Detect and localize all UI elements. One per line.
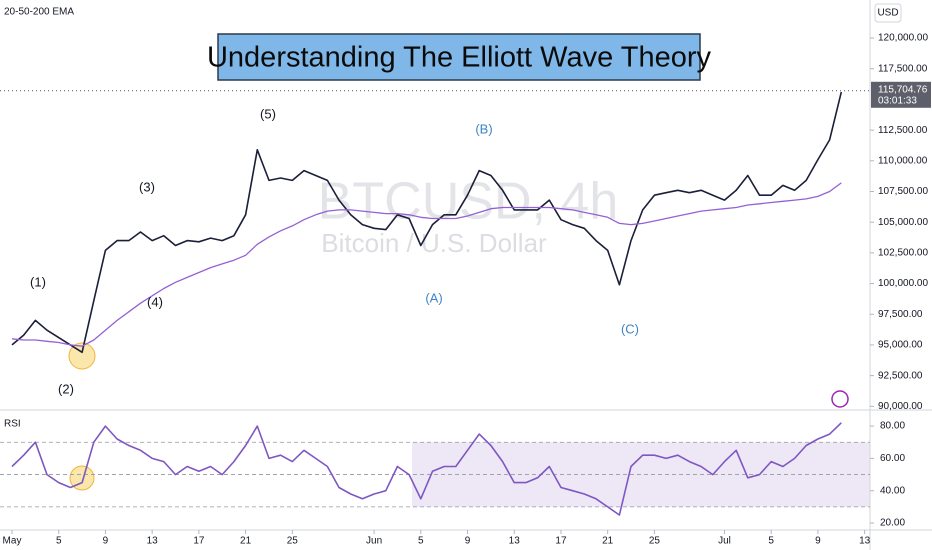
y-tick-label: 105,000.00	[878, 217, 928, 228]
y-tick-label: 95,000.00	[878, 340, 923, 351]
x-tick-label: 17	[193, 536, 205, 547]
x-tick-label: 5	[56, 536, 62, 547]
watermark-subtitle: Bitcoin / U.S. Dollar	[321, 228, 547, 258]
highlight	[69, 465, 95, 491]
wave-label: (2)	[58, 381, 74, 396]
y-tick-label: 97,500.00	[878, 309, 923, 320]
last-price-box	[871, 81, 931, 108]
x-tick-label: 13	[509, 536, 521, 547]
y-tick-label: 92,500.00	[878, 370, 923, 381]
x-tick-label: 9	[103, 536, 109, 547]
x-tick-label: 17	[555, 536, 567, 547]
y-tick-label: 107,500.00	[878, 186, 928, 197]
y-tick-label: 20.00	[880, 518, 905, 529]
wave-label: (B)	[475, 121, 492, 136]
rsi-label: RSI	[4, 419, 21, 430]
last-price-label: 115,704.76	[878, 84, 928, 95]
wave-label: (5)	[260, 106, 276, 121]
currency: USD	[877, 8, 898, 19]
y-tick-label: 40.00	[880, 485, 905, 496]
y-tick-label: 102,500.00	[878, 248, 928, 259]
chart-title: Understanding The Elliott Wave Theory	[207, 42, 712, 74]
x-tick-label: 13	[859, 536, 871, 547]
y-tick-label: 120,000.00	[878, 33, 928, 44]
y-tick-label: 90,000.00	[878, 401, 923, 412]
wave-label: (4)	[147, 294, 163, 309]
x-tick-label: May	[3, 536, 22, 547]
wave-label: (3)	[139, 179, 155, 194]
title-box	[217, 33, 701, 81]
x-tick-label: 21	[602, 536, 614, 547]
logo	[831, 390, 849, 408]
x-tick-label: Jun	[366, 536, 382, 547]
y-tick-label: 110,000.00	[878, 155, 928, 166]
watermark: BTCUSD, 4h	[318, 173, 619, 231]
x-tick-label: 21	[240, 536, 252, 547]
x-tick-label: Jul	[718, 536, 731, 547]
highlight	[68, 342, 96, 370]
y-tick-label: 80.00	[880, 421, 905, 432]
indicator-label: 20-50-200 EMA	[4, 7, 74, 18]
countdown: 03:01:33	[878, 95, 917, 106]
x-tick-label: 25	[287, 536, 299, 547]
wave-label: (C)	[621, 321, 639, 336]
wave-label: (1)	[30, 274, 46, 289]
wave-label: (A)	[425, 290, 442, 305]
series-line	[11, 422, 842, 516]
y-tick-label: 60.00	[880, 453, 905, 464]
x-tick-label: 9	[465, 536, 471, 547]
x-tick-label: 5	[768, 536, 774, 547]
x-tick-label: 25	[649, 536, 661, 547]
x-tick-label: 9	[815, 536, 821, 547]
y-tick-label: 100,000.00	[878, 278, 928, 289]
x-tick-label: 13	[147, 536, 159, 547]
y-tick-label: 112,500.00	[878, 125, 928, 136]
y-tick-label: 117,500.00	[878, 63, 928, 74]
currency-box	[874, 3, 902, 23]
series-line	[11, 182, 842, 347]
series-line	[11, 91, 843, 354]
x-tick-label: 5	[418, 536, 424, 547]
